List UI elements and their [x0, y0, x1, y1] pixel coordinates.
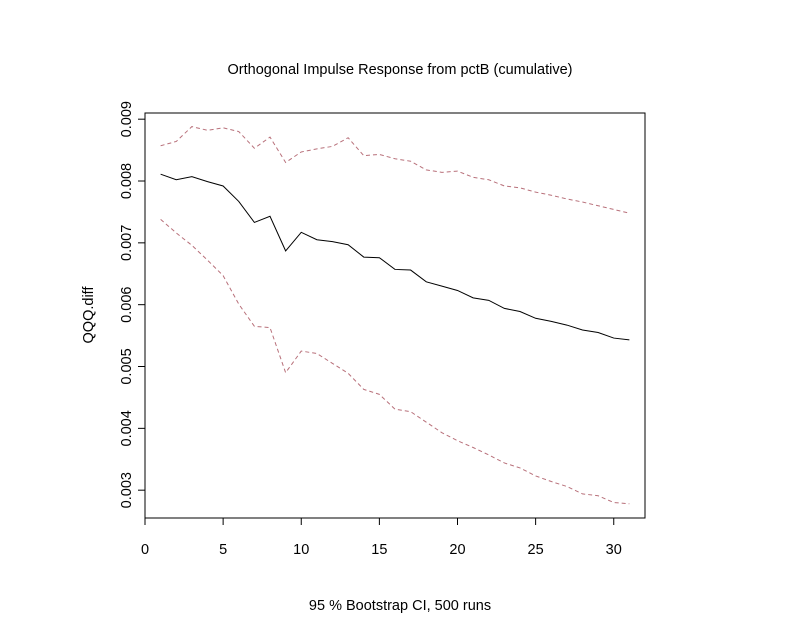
y-axis: 0.003 0.004 0.005 0.006 0.007 0.008 0.009 [119, 101, 146, 508]
x-tick-label: 30 [606, 542, 622, 558]
y-tick-label: 0.004 [119, 410, 135, 446]
x-tick-label: 10 [293, 542, 309, 558]
chart-title: Orthogonal Impulse Response from pctB (c… [228, 62, 573, 78]
y-tick-label: 0.008 [119, 163, 135, 199]
y-tick-label: 0.003 [119, 472, 135, 508]
x-tick-label: 15 [371, 542, 387, 558]
y-tick-label: 0.005 [119, 348, 135, 384]
x-tick-label: 20 [449, 542, 465, 558]
series-layer [160, 126, 630, 505]
series-line-response [160, 173, 630, 341]
y-tick-label: 0.007 [119, 225, 135, 261]
plot-area-frame [144, 112, 646, 519]
x-tick-label: 0 [141, 542, 149, 558]
series-line-upper [160, 126, 630, 214]
x-tick-label: 5 [219, 542, 227, 558]
x-axis-label: 95 % Bootstrap CI, 500 runs [309, 598, 491, 614]
x-tick-label: 25 [528, 542, 544, 558]
series-line-lower [160, 218, 630, 505]
y-axis-label: QQQ.diff [81, 286, 97, 344]
y-tick-label: 0.006 [119, 287, 135, 323]
y-tick-label: 0.009 [119, 101, 135, 137]
x-axis: 0 5 10 15 20 25 30 [141, 517, 622, 558]
